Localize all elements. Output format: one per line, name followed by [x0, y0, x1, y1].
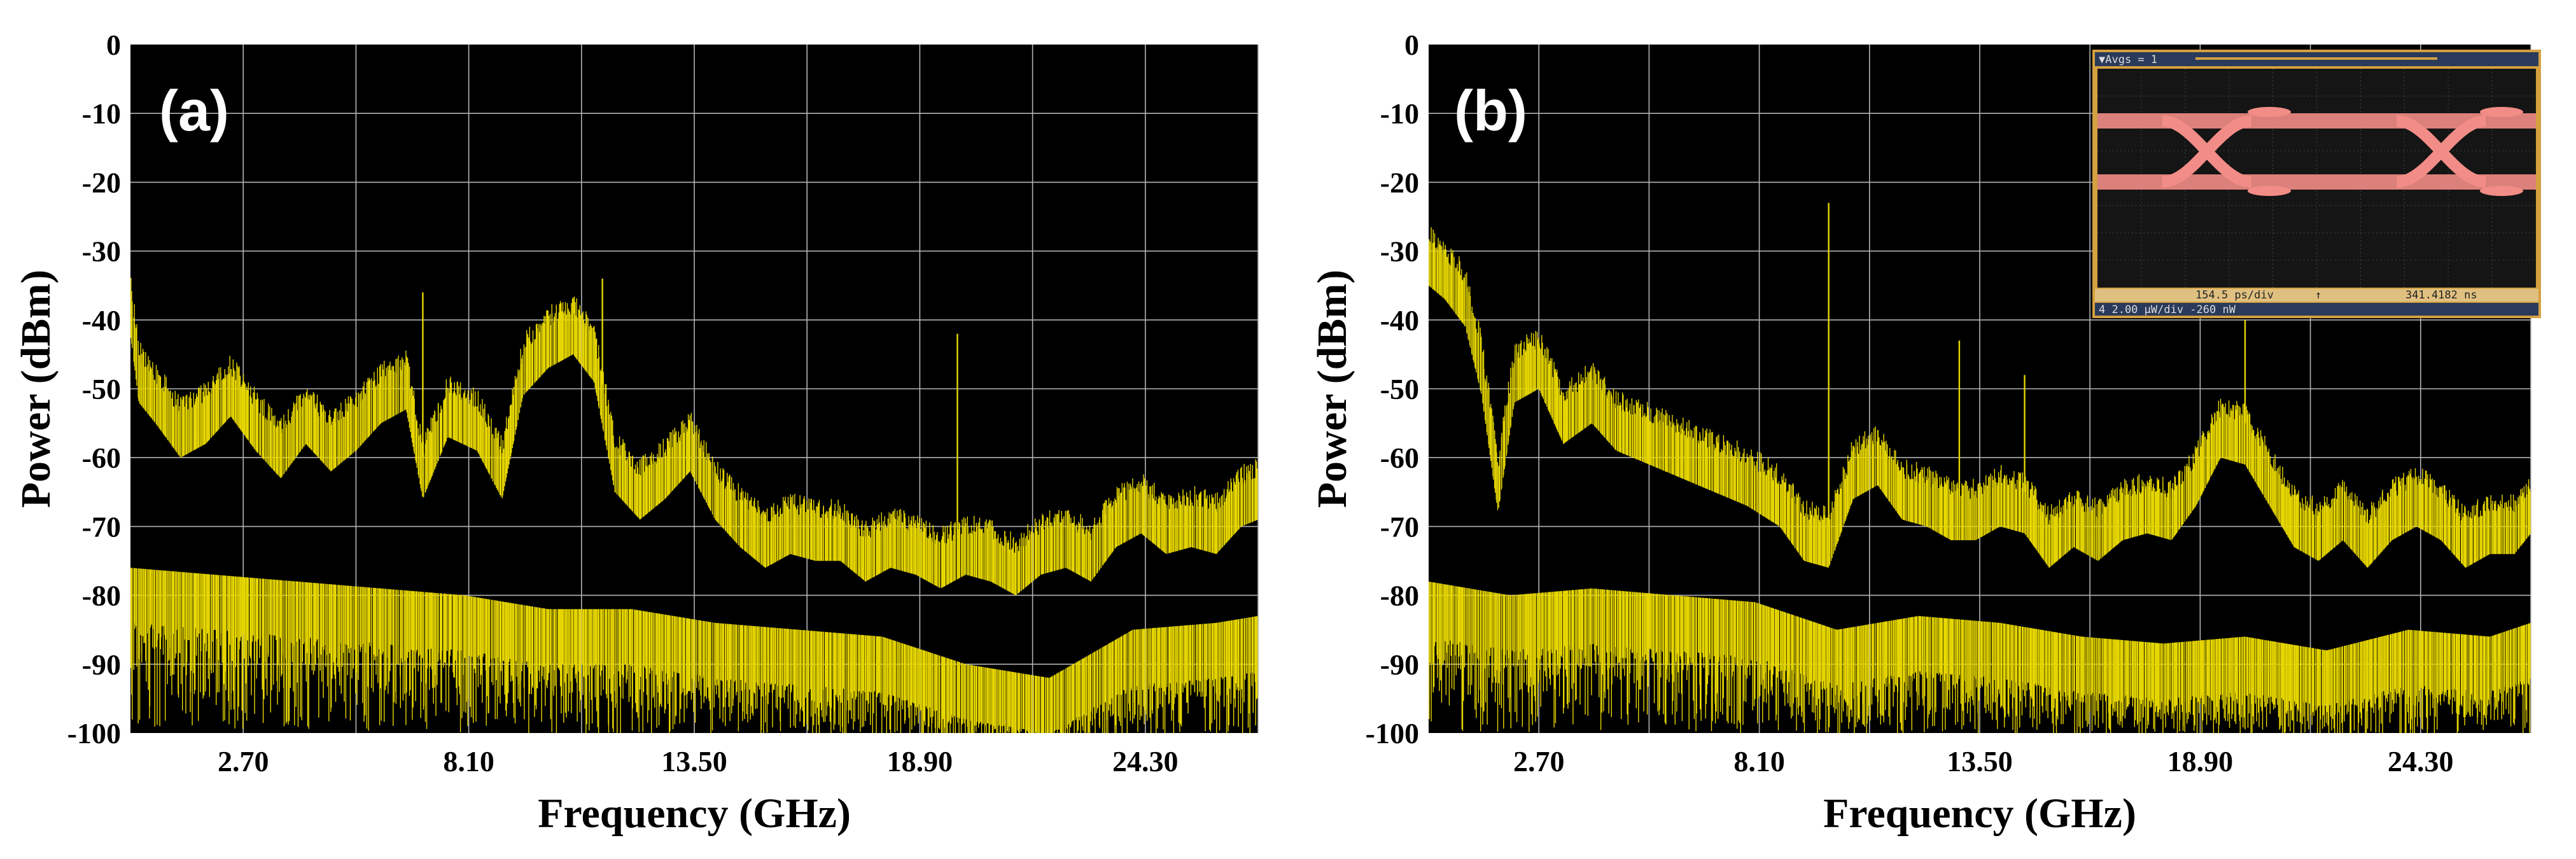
x-tick-label: 13.50	[1947, 745, 2013, 778]
eye-diagram-traces	[2097, 107, 2536, 196]
y-tick-label: -30	[82, 235, 121, 268]
noise-upper-edge	[130, 277, 1258, 596]
eye-diagram-inset: ▼Avgs = 1 154.5 ps/div ↑ 341.4182 ns 4 2…	[2092, 50, 2541, 318]
x-tick-label: 2.70	[218, 745, 269, 778]
y-tick-label: -20	[82, 166, 121, 199]
panel-b-y-ticks: 0 -10 -20 -30 -40 -50 -60 -70 -80 -90 -100	[1366, 29, 1419, 750]
inset-header-text: ▼Avgs = 1	[2099, 53, 2157, 66]
inset-header-scale	[2195, 57, 2437, 60]
panel-b-x-axis-title: Frequency (GHz)	[1823, 790, 2136, 837]
y-tick-label: 0	[106, 29, 121, 61]
x-tick-label: 24.30	[1112, 745, 1179, 778]
panel-a-x-axis-title: Frequency (GHz)	[538, 790, 851, 837]
inset-footer-bar	[2095, 289, 2538, 302]
panel-b-spurs	[1828, 202, 2246, 527]
x-tick-label: 18.90	[2167, 745, 2234, 778]
eye-crossing	[2396, 115, 2486, 188]
panel-a-y-axis-title: Power (dBm)	[13, 270, 59, 508]
y-tick-label: -60	[1380, 442, 1419, 474]
eye-overshoot	[2248, 107, 2291, 117]
panel-a-spurs	[422, 278, 958, 538]
inset-status-bar	[2095, 303, 2538, 316]
panel-b-chart: (b) 0 -10 -20 -30 -40 -50 -60 -70 -80 -90 -100 2.7…	[1309, 29, 2541, 837]
panel-a-y-ticks: 0 -10 -20 -30 -40 -50 -60 -70 -80 -90 -100	[67, 29, 121, 750]
noise-upper-edge	[1429, 227, 2531, 568]
y-tick-label: -70	[1380, 510, 1419, 543]
noise-lower-edge	[130, 568, 1258, 733]
y-tick-label: -100	[67, 717, 121, 750]
inset-footer-marker: ↑	[2315, 289, 2321, 302]
y-tick-label: -50	[1380, 373, 1419, 405]
y-tick-label: -10	[82, 97, 121, 130]
x-tick-label: 18.90	[887, 745, 953, 778]
y-tick-label: -40	[82, 304, 121, 337]
y-tick-label: 0	[1404, 29, 1419, 61]
y-tick-label: -50	[82, 373, 121, 405]
y-tick-label: -70	[82, 510, 121, 543]
eye-overshoot	[2480, 186, 2523, 196]
x-tick-label: 2.70	[1513, 745, 1565, 778]
x-tick-label: 8.10	[1733, 745, 1785, 778]
y-tick-label: -80	[1380, 580, 1419, 612]
y-tick-label: -60	[82, 442, 121, 474]
y-tick-label: -20	[1380, 166, 1419, 199]
panel-b-label: (b)	[1454, 80, 1527, 143]
y-tick-label: -40	[1380, 304, 1419, 337]
eye-overshoot	[2248, 186, 2291, 196]
inset-status-text: 4 2.00 µW/div -260 nW	[2099, 304, 2236, 316]
x-tick-label: 8.10	[443, 745, 494, 778]
y-tick-label: -90	[1380, 648, 1419, 681]
eye-crossing	[2162, 115, 2252, 188]
x-tick-label: 13.50	[661, 745, 727, 778]
panel-b-noise	[1429, 227, 2531, 733]
panel-a-noise	[130, 277, 1258, 733]
inset-footer-position: 341.4182 ns	[2405, 289, 2477, 302]
inset-footer-timebase: 154.5 ps/div	[2195, 289, 2274, 302]
y-tick-label: -100	[1366, 717, 1419, 750]
eye-overshoot	[2480, 107, 2523, 117]
panel-b-x-ticks: 2.70 8.10 13.50 18.90 24.30	[1513, 745, 2454, 778]
panel-a-label: (a)	[159, 80, 229, 143]
y-tick-label: -80	[82, 580, 121, 612]
y-tick-label: -10	[1380, 97, 1419, 130]
panel-b-y-axis-title: Power (dBm)	[1309, 270, 1355, 508]
y-tick-label: -30	[1380, 235, 1419, 268]
panel-a-chart: (a) 0 -10 -20 -30 -40 -50 -60 -70 -80 -90 -100 2.7…	[13, 29, 1259, 837]
noise-lower-edge	[1429, 582, 2531, 733]
panel-a-x-ticks: 2.70 8.10 13.50 18.90 24.30	[218, 745, 1179, 778]
y-tick-label: -90	[82, 648, 121, 681]
x-tick-label: 24.30	[2388, 745, 2454, 778]
